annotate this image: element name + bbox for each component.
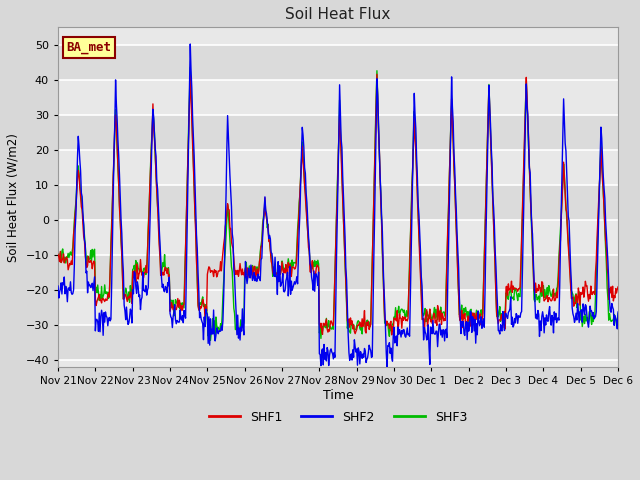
Line: SHF2: SHF2	[58, 44, 618, 367]
SHF1	[201, 315, 209, 321]
SHF3	[331, 271, 339, 276]
SHF1	[330, 322, 337, 328]
SHF1	[373, 72, 381, 77]
SHF3	[385, 334, 393, 339]
SHF3	[202, 302, 210, 308]
Bar	[58, 255, 618, 290]
SHF2	[202, 306, 210, 312]
SHF2	[441, 338, 449, 344]
SHF1	[564, 242, 572, 248]
SHF3	[54, 251, 62, 256]
SHF2	[330, 350, 338, 356]
Title: Soil Heat Flux: Soil Heat Flux	[285, 7, 391, 22]
SHF2	[383, 364, 391, 370]
SHF3	[177, 300, 185, 306]
SHF1	[177, 308, 185, 313]
Line: SHF3: SHF3	[58, 67, 618, 340]
X-axis label: Time: Time	[323, 389, 353, 402]
SHF1	[441, 316, 449, 322]
SHF3	[186, 64, 194, 70]
SHF2	[54, 283, 62, 289]
Line: SHF1: SHF1	[58, 74, 618, 335]
Bar	[58, 185, 618, 220]
Bar	[58, 45, 618, 80]
SHF3	[564, 239, 572, 245]
Bar	[58, 115, 618, 150]
Y-axis label: Soil Heat Flux (W/m2): Soil Heat Flux (W/m2)	[7, 132, 20, 262]
SHF2	[186, 41, 194, 47]
SHF2	[614, 309, 622, 315]
SHF2	[385, 340, 393, 346]
SHF3	[614, 311, 622, 316]
SHF3	[207, 337, 214, 343]
SHF2	[177, 316, 185, 322]
SHF1	[54, 252, 62, 257]
SHF2	[564, 214, 572, 219]
SHF1	[385, 321, 392, 327]
Text: BA_met: BA_met	[67, 41, 111, 54]
SHF3	[441, 311, 449, 316]
Legend: SHF1, SHF2, SHF3: SHF1, SHF2, SHF3	[204, 406, 472, 429]
Bar	[58, 325, 618, 360]
SHF1	[614, 284, 622, 290]
SHF1	[388, 332, 396, 338]
